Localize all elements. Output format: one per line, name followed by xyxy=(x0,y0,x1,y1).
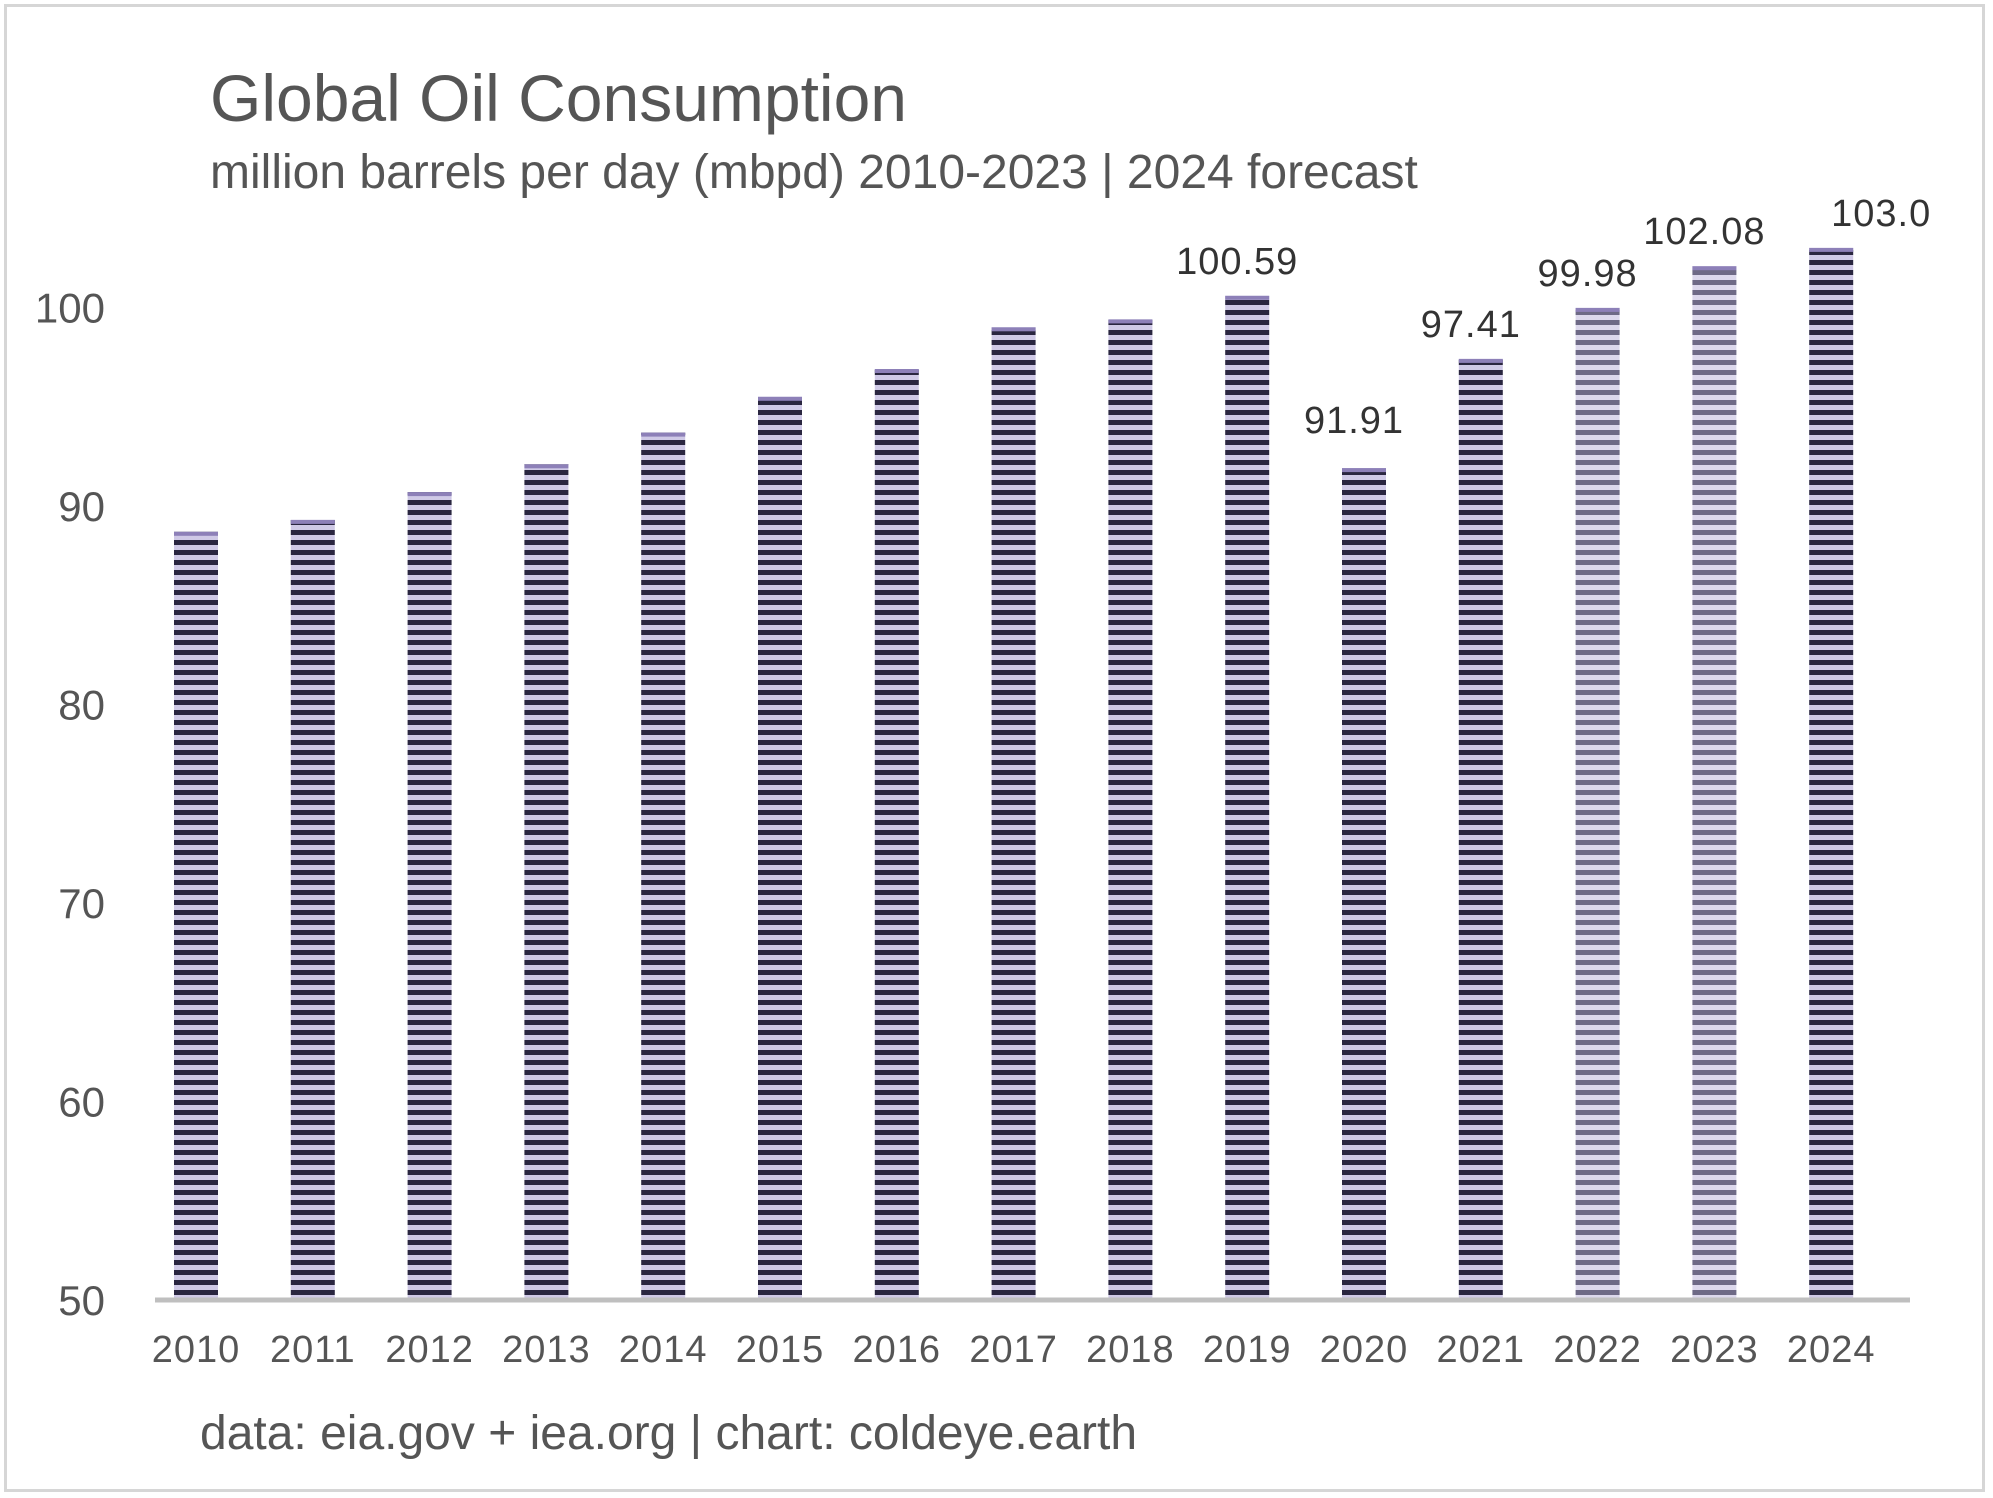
y-tick-label: 70 xyxy=(58,880,105,927)
y-tick-label: 90 xyxy=(58,483,105,530)
bar-top-2016 xyxy=(874,369,919,373)
y-tick-label: 60 xyxy=(58,1079,105,1126)
x-tick-label: 2024 xyxy=(1787,1329,1876,1371)
bar-2012 xyxy=(407,492,452,1301)
x-tick-label: 2017 xyxy=(969,1329,1058,1371)
bar-top-2019 xyxy=(1225,295,1270,300)
x-tick-label: 2014 xyxy=(619,1329,708,1371)
bar-top-2020 xyxy=(1342,468,1386,473)
bar-top-2011 xyxy=(290,519,335,524)
bar-top-2017 xyxy=(991,327,1036,332)
bar-top-2012 xyxy=(407,492,452,497)
chart-subtitle: million barrels per day (mbpd) 2010-2023… xyxy=(210,146,1418,199)
data-label: 99.98 xyxy=(1538,253,1638,295)
x-tick-label: 2010 xyxy=(152,1329,241,1371)
x-tick-label: 2021 xyxy=(1437,1329,1526,1371)
data-label: 91.91 xyxy=(1304,400,1404,442)
bar-top-2022 xyxy=(1575,307,1620,312)
x-tick-label: 2011 xyxy=(270,1329,356,1371)
bar-top-2014 xyxy=(641,432,686,437)
bar-top-2023 xyxy=(1692,266,1737,271)
bar-2019 xyxy=(1225,295,1270,1300)
bar-2010 xyxy=(174,531,218,1300)
data-label: 100.59 xyxy=(1176,241,1298,283)
x-tick-label: 2023 xyxy=(1670,1329,1759,1371)
bar-2020 xyxy=(1342,468,1386,1301)
x-tick-label: 2020 xyxy=(1320,1329,1409,1371)
y-tick-label: 100 xyxy=(35,285,105,332)
bar-2021 xyxy=(1458,358,1503,1300)
bar-top-2010 xyxy=(174,531,218,536)
bar-top-2021 xyxy=(1458,358,1503,363)
x-tick-label: 2016 xyxy=(853,1329,942,1371)
x-tick-label: 2013 xyxy=(502,1329,591,1371)
bars xyxy=(174,247,1854,1301)
data-label: 102.08 xyxy=(1643,211,1765,253)
labels: 2010 2011 2012 2013 2014 2015 2016 2017 2018 2019… xyxy=(152,193,1931,1371)
x-tick-label: 2019 xyxy=(1203,1329,1292,1371)
data-label: 103.0 xyxy=(1831,193,1931,235)
data-label: 97.41 xyxy=(1421,304,1521,346)
chart-frame xyxy=(4,4,1985,1492)
bar-2018 xyxy=(1108,319,1153,1300)
y-tick-label: 80 xyxy=(58,682,105,729)
bar-top-2018 xyxy=(1108,319,1153,324)
x-tick-label: 2015 xyxy=(736,1329,825,1371)
x-tick-label: 2022 xyxy=(1553,1329,1642,1371)
bar-2017 xyxy=(991,327,1036,1300)
bar-2016 xyxy=(874,369,919,1300)
chart-title: Global Oil Consumption xyxy=(210,61,907,135)
bar-2024 xyxy=(1809,247,1854,1300)
axes: 50 60 70 80 90 100 xyxy=(35,285,1910,1324)
bar-2014 xyxy=(641,432,686,1301)
x-tick-label: 2018 xyxy=(1086,1329,1175,1371)
y-tick-label: 50 xyxy=(58,1277,105,1324)
bar-top-2024 xyxy=(1809,247,1854,252)
x-tick-label: 2012 xyxy=(385,1329,474,1371)
bar-top-2015 xyxy=(758,396,802,401)
bar-2015 xyxy=(758,396,802,1300)
bar-2011 xyxy=(290,519,335,1300)
chart-source: data: eia.gov + iea.org | chart: coldeye… xyxy=(200,1407,1138,1460)
bar-2022 xyxy=(1575,307,1620,1300)
bar-2013 xyxy=(524,464,569,1300)
bar-2023 xyxy=(1692,266,1737,1301)
bar-top-2013 xyxy=(524,464,569,469)
